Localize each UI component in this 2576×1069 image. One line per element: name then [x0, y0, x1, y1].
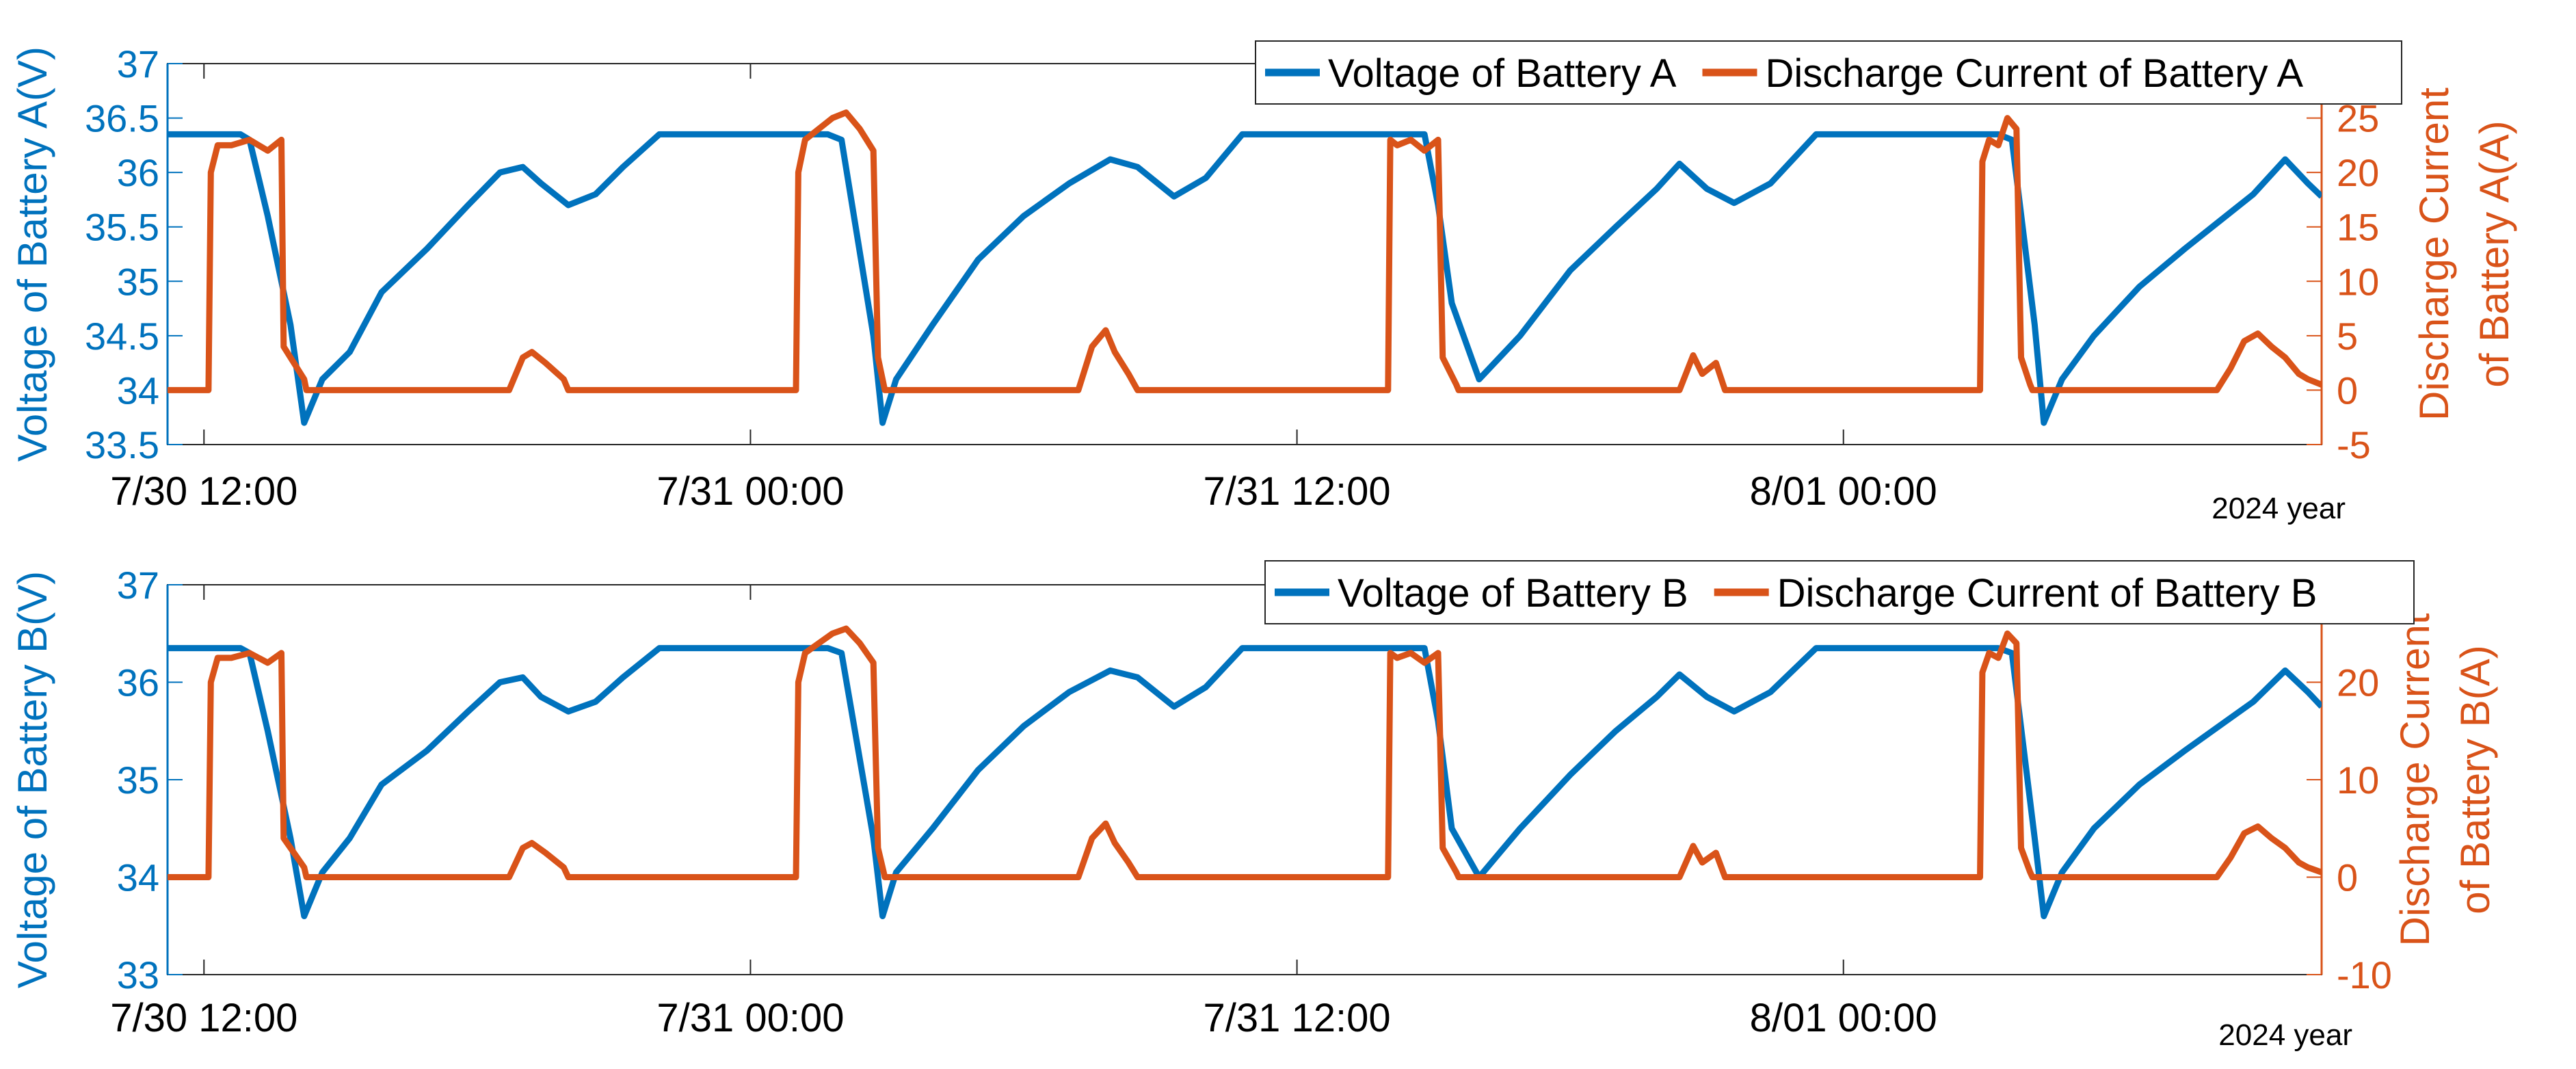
x-tick-label: 7/30 12:00: [110, 996, 297, 1040]
y-left-tick-label: 34: [117, 856, 159, 899]
x-tick-label: 8/01 00:00: [1750, 996, 1937, 1040]
legend-label: Voltage of Battery A: [1328, 51, 1677, 96]
y-right-tick-label: 10: [2337, 260, 2379, 303]
y-right-tick-label: -5: [2337, 423, 2371, 466]
legend-label: Voltage of Battery B: [1338, 571, 1688, 616]
x-axis-note: 2024 year: [2218, 1018, 2352, 1052]
x-tick-label: 8/01 00:00: [1750, 469, 1937, 514]
y-right-tick-label: 0: [2337, 856, 2358, 899]
y-right-axis-label-line: of Battery B(A): [2452, 645, 2498, 914]
x-tick-label: 7/31 12:00: [1204, 469, 1391, 514]
chart-panel-a: 7/30 12:00 7/31 00:00 7/31 12:00 8/01 00:00…: [10, 40, 2517, 525]
y-left-axis-label: Voltage of Battery A(V): [10, 47, 55, 462]
legend: Voltage of Battery B Discharge Current of…: [1264, 560, 2415, 624]
y-left-tick-label: 35: [117, 260, 159, 303]
plot-area: [167, 584, 2322, 975]
y-left-axis-label: Voltage of Battery B(V): [10, 571, 55, 988]
y-right-tick-label: 20: [2337, 661, 2379, 704]
chart-panel-b: 7/30 12:00 7/31 00:00 7/31 12:00 8/01 00:00…: [10, 560, 2498, 1052]
y-left-tick-label: 34: [117, 369, 159, 412]
y-right-tick-label: -10: [2337, 953, 2392, 997]
y-right-axis-label-line: of Battery A(A): [2471, 120, 2517, 387]
legend-box: [1264, 560, 2415, 624]
y-right-axis-label: Discharge Current of Battery A(A): [2411, 88, 2517, 421]
y-right-tick-label: 5: [2337, 315, 2358, 358]
y-right-tick-label: 10: [2337, 758, 2379, 802]
series-line-current: [168, 109, 2322, 393]
x-tick-label: 7/30 12:00: [110, 469, 297, 514]
y-right-axis-label-line: Discharge Current: [2392, 613, 2438, 946]
y-right-tick-label: 20: [2337, 151, 2379, 194]
legend: Voltage of Battery A Discharge Current of…: [1255, 40, 2402, 105]
x-tick-label: 7/31 00:00: [656, 469, 844, 514]
y-right-tick-label: 0: [2337, 369, 2358, 412]
y-left-tick-label: 37: [117, 564, 159, 607]
y-left-tick-label: 33: [117, 953, 159, 997]
y-left-tick-label: 33.5: [85, 423, 159, 466]
x-axis-note: 2024 year: [2212, 492, 2346, 525]
y-left-tick-label: 36: [117, 661, 159, 704]
y-right-axis-label: Discharge Current of Battery B(A): [2392, 613, 2498, 946]
y-left-tick-label: 34.5: [85, 315, 159, 358]
plot-area: [167, 63, 2322, 445]
legend-label: Discharge Current of Battery B: [1777, 571, 2318, 616]
legend-box: [1255, 40, 2402, 105]
y-left-tick-label: 35.5: [85, 206, 159, 249]
y-right-tick-label: 15: [2337, 206, 2379, 249]
series-line-current: [168, 625, 2322, 880]
y-left-tick-label: 37: [117, 42, 159, 85]
legend-label: Discharge Current of Battery A: [1765, 51, 2303, 96]
x-tick-label: 7/31 12:00: [1204, 996, 1391, 1040]
y-left-tick-label: 36: [117, 151, 159, 194]
x-tick-label: 7/31 00:00: [656, 996, 844, 1040]
y-left-tick-label: 35: [117, 758, 159, 802]
y-right-axis-label-line: Discharge Current: [2411, 88, 2457, 421]
y-left-tick-label: 36.5: [85, 97, 159, 140]
